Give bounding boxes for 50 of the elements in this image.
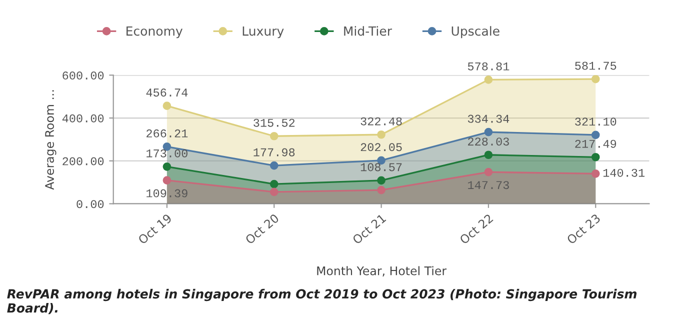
data-label: 456.74 [146, 88, 188, 97]
data-label: 228.03 [468, 138, 509, 146]
point [162, 162, 172, 171]
legend-label: Mid-Tier [344, 26, 392, 36]
point [377, 130, 386, 139]
point [484, 150, 493, 160]
y-tick-label: 400.00 [62, 114, 104, 122]
data-label: 108.57 [360, 163, 402, 172]
legend-label: Upscale [452, 26, 500, 38]
point [377, 186, 386, 194]
x-tick-label: Oct 19 [138, 213, 172, 245]
data-label: 177.98 [254, 148, 295, 156]
data-label: 322.48 [360, 117, 402, 126]
point [162, 102, 172, 110]
data-label: 140.31 [603, 168, 645, 177]
legend-label: Luxury [242, 26, 284, 38]
data-label: 173.00 [146, 149, 188, 158]
point [377, 176, 386, 185]
data-label: 321.10 [575, 118, 616, 126]
point [162, 176, 172, 184]
x-tick-label: Oct 23 [566, 214, 601, 245]
y-tick-label: 600.00 [62, 72, 104, 80]
text: RevPAR among hotels in Singapore from Oct 2019 to Oct 2023 (Photo: Singapore Tourism Board). [7, 288, 637, 314]
x-tick-label: Oct 20 [244, 213, 280, 245]
point [270, 180, 278, 188]
data-label: 147.73 [468, 181, 509, 190]
data-label: 578.81 [468, 62, 510, 70]
x-tick-label: Oct 21 [352, 214, 386, 245]
data-label: 217.49 [575, 140, 616, 148]
x-axis-title: Month Year, Hotel Tier [317, 266, 447, 276]
data-label: 266.21 [146, 129, 188, 138]
y-tick-label: 200.00 [62, 157, 104, 166]
data-label: 202.05 [360, 143, 402, 152]
y-tick-label: 0.00 [76, 200, 104, 208]
point [591, 130, 600, 140]
data-label: 315.52 [254, 118, 295, 127]
y-axis-title: Average Room ... [45, 90, 56, 190]
legend-label: Economy [126, 26, 182, 38]
data-label: 334.34 [468, 114, 510, 123]
point [591, 75, 600, 84]
point [484, 76, 493, 84]
point [591, 152, 600, 162]
point [270, 188, 278, 196]
point [484, 168, 493, 176]
point [591, 170, 600, 178]
point [270, 161, 278, 170]
point [484, 128, 493, 136]
x-tick-label: Oct 22 [459, 214, 494, 245]
data-label: 581.75 [575, 62, 616, 70]
point [270, 132, 278, 140]
